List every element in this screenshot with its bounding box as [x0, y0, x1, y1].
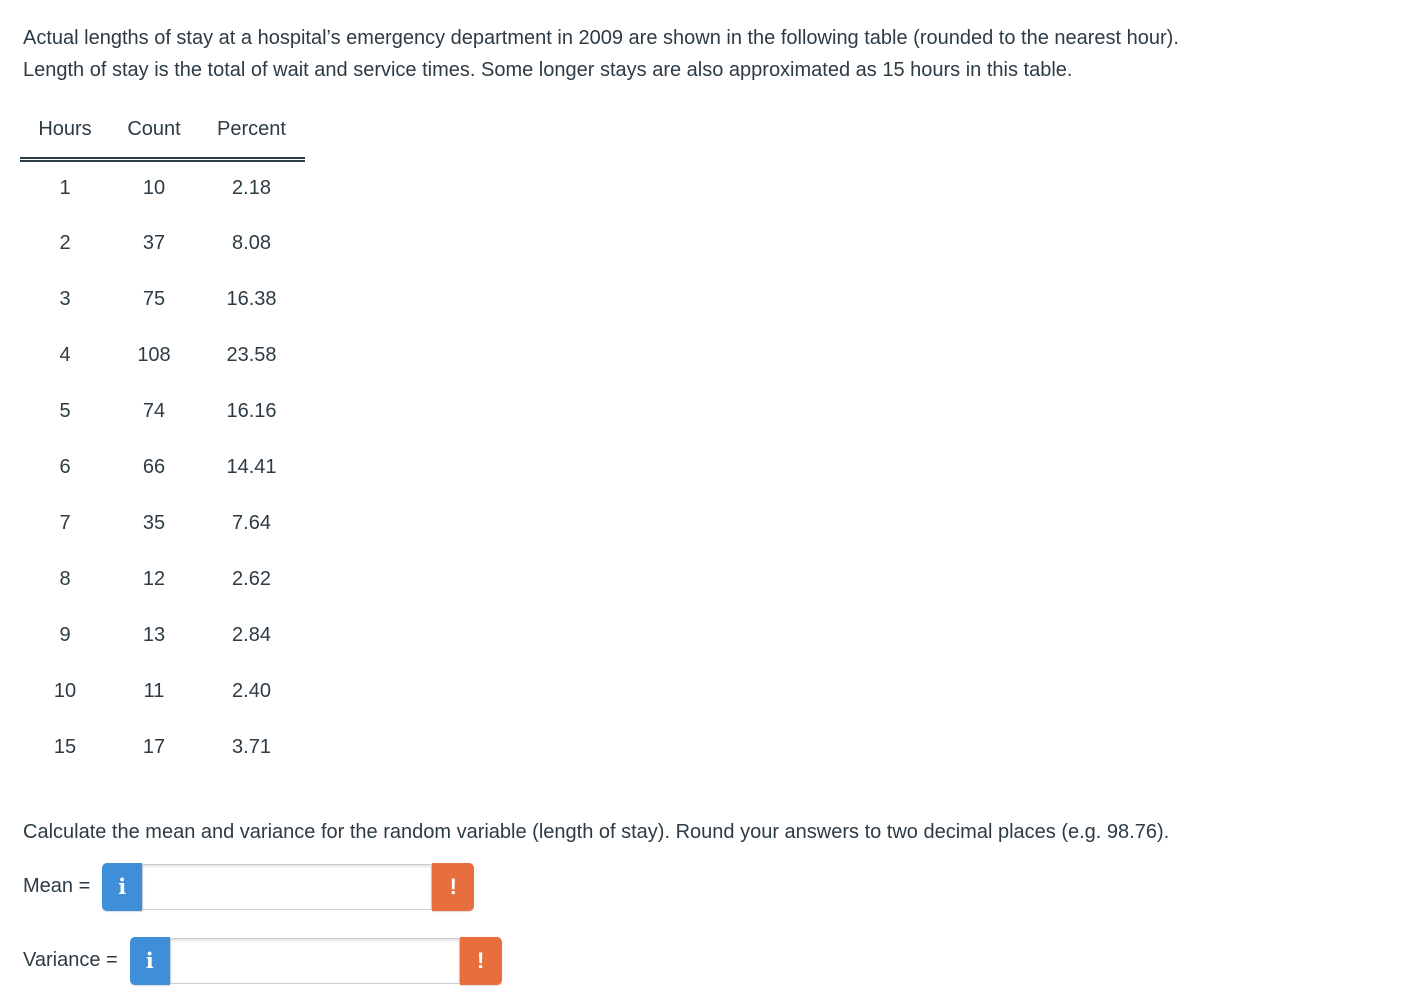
table-row: 9 13 2.84	[20, 608, 305, 664]
stay-table: Hours Count Percent 1 10 2.18 2 37 8.08 …	[20, 112, 305, 776]
table-row: 2 37 8.08	[20, 216, 305, 272]
mean-answer-row: Mean = i !	[23, 862, 1401, 911]
table-row: 1 10 2.18	[20, 160, 305, 216]
column-header-count: Count	[110, 112, 198, 162]
hours-cell: 7	[59, 512, 71, 534]
count-cell: 74	[142, 400, 166, 422]
info-icon: i	[145, 948, 154, 973]
hours-cell: 9	[59, 624, 71, 646]
count-cell: 108	[137, 344, 171, 366]
table-header-row: Hours Count Percent	[20, 112, 305, 162]
hours-cell: 5	[59, 400, 71, 422]
table-row: 5 74 16.16	[20, 384, 305, 440]
mean-info-button[interactable]: i	[102, 862, 143, 911]
count-cell: 17	[142, 736, 166, 758]
question-text: Calculate the mean and variance for the …	[23, 820, 1170, 843]
table-row: 6 66 14.41	[20, 440, 305, 496]
percent-cell: 2.62	[232, 568, 271, 590]
variance-warning-badge: !	[459, 936, 502, 985]
variance-input[interactable]	[169, 937, 460, 984]
count-cell: 35	[142, 512, 166, 534]
variance-info-button[interactable]: i	[129, 936, 170, 985]
exclamation-icon: !	[477, 947, 485, 973]
mean-label: Mean =	[23, 875, 91, 897]
table-row: 8 12 2.62	[20, 552, 305, 608]
variance-answer-group: i !	[129, 936, 502, 985]
percent-cell: 16.16	[226, 400, 277, 422]
count-cell: 11	[143, 680, 165, 702]
column-header-hours: Hours	[20, 112, 110, 162]
hours-cell: 8	[59, 568, 71, 590]
table-row: 15 17 3.71	[20, 720, 305, 776]
hours-cell: 1	[59, 177, 71, 200]
column-header-percent: Percent	[198, 112, 305, 162]
mean-warning-badge: !	[432, 862, 475, 911]
count-cell: 10	[142, 177, 166, 200]
hours-cell: 15	[53, 736, 77, 758]
hours-cell: 3	[59, 288, 71, 310]
mean-input[interactable]	[142, 863, 433, 910]
percent-cell: 2.18	[232, 177, 271, 200]
variance-answer-row: Variance = i !	[23, 936, 1401, 985]
percent-cell: 3.71	[232, 736, 271, 758]
mean-answer-group: i !	[102, 862, 475, 911]
count-cell: 37	[142, 232, 166, 254]
hours-cell: 4	[59, 344, 71, 366]
intro-line-2: Length of stay is the total of wait and …	[23, 59, 1073, 81]
hours-cell: 2	[59, 232, 71, 254]
percent-cell: 14.41	[226, 456, 277, 478]
percent-cell: 16.38	[226, 288, 277, 310]
intro-text: Actual lengths of stay at a hospital’s e…	[23, 22, 1401, 86]
hours-cell: 10	[53, 680, 77, 702]
percent-cell: 23.58	[226, 344, 277, 366]
percent-cell: 8.08	[232, 232, 271, 254]
count-cell: 75	[142, 288, 166, 310]
info-icon: i	[118, 874, 127, 899]
percent-cell: 7.64	[232, 512, 271, 534]
table-row: 3 75 16.38	[20, 272, 305, 328]
intro-line-1: Actual lengths of stay at a hospital’s e…	[23, 27, 1179, 49]
count-cell: 13	[142, 624, 166, 646]
hours-cell: 6	[59, 456, 71, 478]
percent-cell: 2.84	[232, 624, 271, 646]
exclamation-icon: !	[449, 873, 457, 899]
table-row: 10 11 2.40	[20, 664, 305, 720]
count-cell: 12	[142, 568, 166, 590]
table-row: 7 35 7.64	[20, 496, 305, 552]
count-cell: 66	[142, 456, 166, 478]
percent-cell: 2.40	[232, 680, 271, 702]
table-row: 4 108 23.58	[20, 328, 305, 384]
variance-label: Variance =	[23, 949, 118, 971]
